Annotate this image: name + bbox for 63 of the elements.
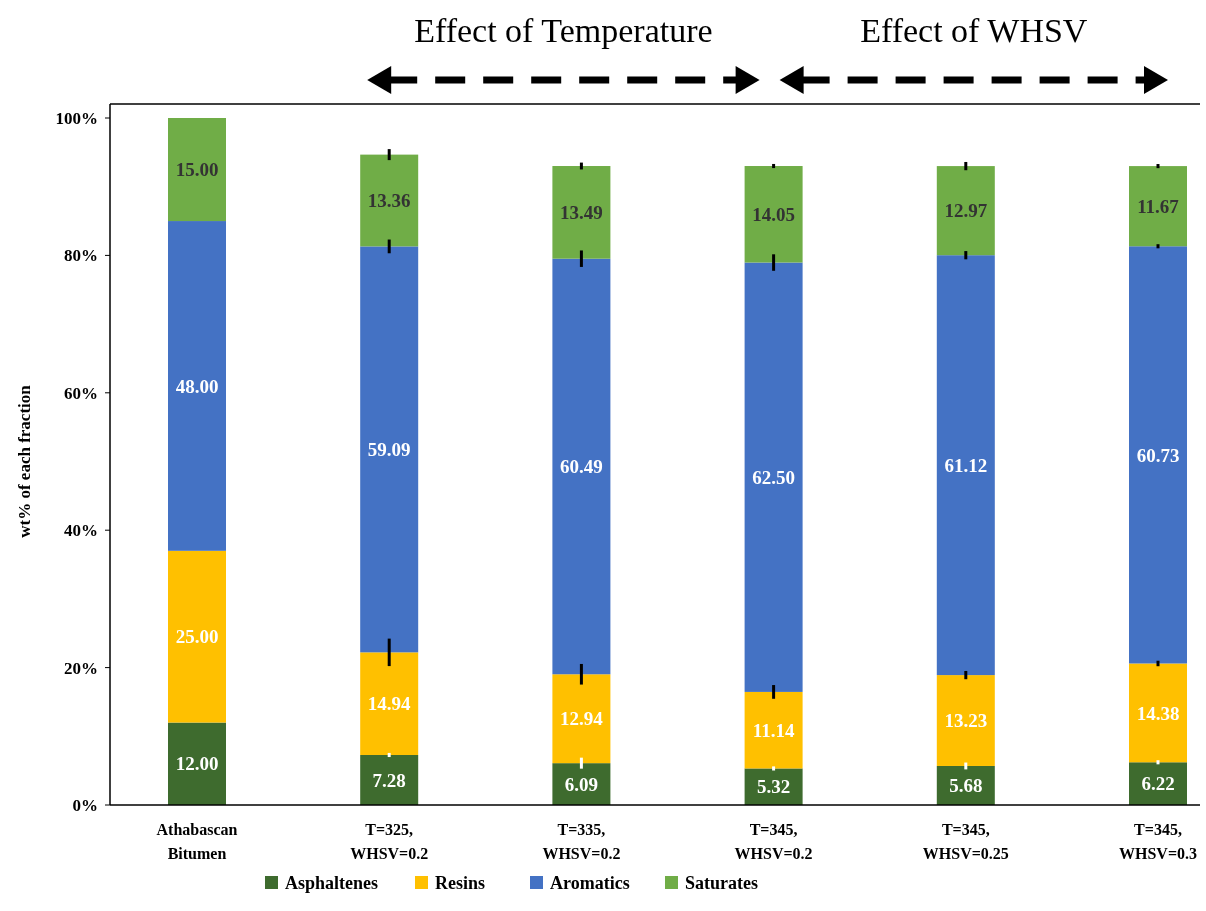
data-label: 6.09 [564, 773, 599, 795]
y-axis-title: wt% of each fraction [15, 384, 34, 538]
data-label: 60.49 [560, 456, 603, 478]
bar [936, 255, 995, 676]
bar [744, 262, 803, 692]
data-label: 60.73 [1136, 444, 1180, 466]
bar [744, 691, 803, 769]
legend-label: Resins [435, 873, 486, 894]
data-label: 13.36 [367, 190, 411, 212]
data-label: 14.38 [1136, 702, 1180, 724]
y-tick-label: 20% [64, 658, 98, 678]
bar [168, 722, 226, 805]
data-label: 11.14 [752, 719, 795, 741]
x-tick-label: T=325, WHSV=0.2 [350, 821, 429, 862]
bar [744, 166, 803, 263]
data-label: 62.50 [752, 466, 795, 488]
legend-label: Asphaltenes [285, 873, 379, 894]
bar [1129, 246, 1187, 664]
data-label: 12.00 [175, 753, 219, 775]
data-label: 12.97 [944, 200, 988, 222]
data-label: 13.49 [560, 202, 603, 224]
x-tick-label: Athabascan Bitumen [156, 821, 238, 862]
y-tick-label: 40% [64, 521, 98, 541]
bar [360, 754, 419, 805]
data-label: 6.22 [1141, 773, 1175, 795]
bar [168, 550, 226, 723]
data-label: 13.23 [944, 710, 988, 732]
x-tick-label: T=345, WHSV=0.3 [1118, 821, 1198, 862]
bar [360, 154, 419, 247]
data-label: 14.05 [752, 203, 795, 225]
data-label: 12.94 [560, 708, 604, 730]
y-tick-label: 100% [55, 108, 98, 128]
data-label: 5.68 [949, 775, 983, 797]
data-label: 48.00 [175, 375, 219, 397]
text: Effect of Temperature [414, 12, 713, 49]
data-label: 61.12 [944, 454, 988, 476]
bar [552, 166, 611, 259]
text: Effect of WHSV [860, 12, 1088, 49]
y-tick-label: 60% [64, 383, 98, 403]
bar [1129, 663, 1187, 763]
bar [360, 652, 419, 755]
y-tick-label: 80% [64, 246, 98, 266]
bar [552, 674, 611, 764]
y-tick-label: 0% [72, 795, 98, 815]
data-label: 59.09 [367, 439, 411, 461]
bar [360, 246, 419, 653]
legend-label: Saturates [685, 873, 758, 894]
x-tick-label: T=335, WHSV=0.2 [542, 821, 621, 862]
data-label: 7.28 [372, 769, 406, 791]
data-label: 14.94 [367, 693, 412, 715]
data-label: 15.00 [175, 159, 219, 181]
x-tick-label: T=345, WHSV=0.25 [922, 821, 1009, 862]
bar [936, 675, 995, 766]
data-label: 25.00 [175, 626, 219, 648]
data-label: 5.32 [756, 776, 791, 798]
x-tick-label: T=345, WHSV=0.2 [734, 821, 813, 862]
legend-label: Aromatics [550, 873, 630, 894]
bar [552, 258, 611, 675]
bar [1129, 166, 1187, 247]
bar [168, 118, 226, 222]
bar [936, 166, 995, 256]
bar [168, 221, 226, 551]
data-label: 11.67 [1137, 195, 1180, 217]
